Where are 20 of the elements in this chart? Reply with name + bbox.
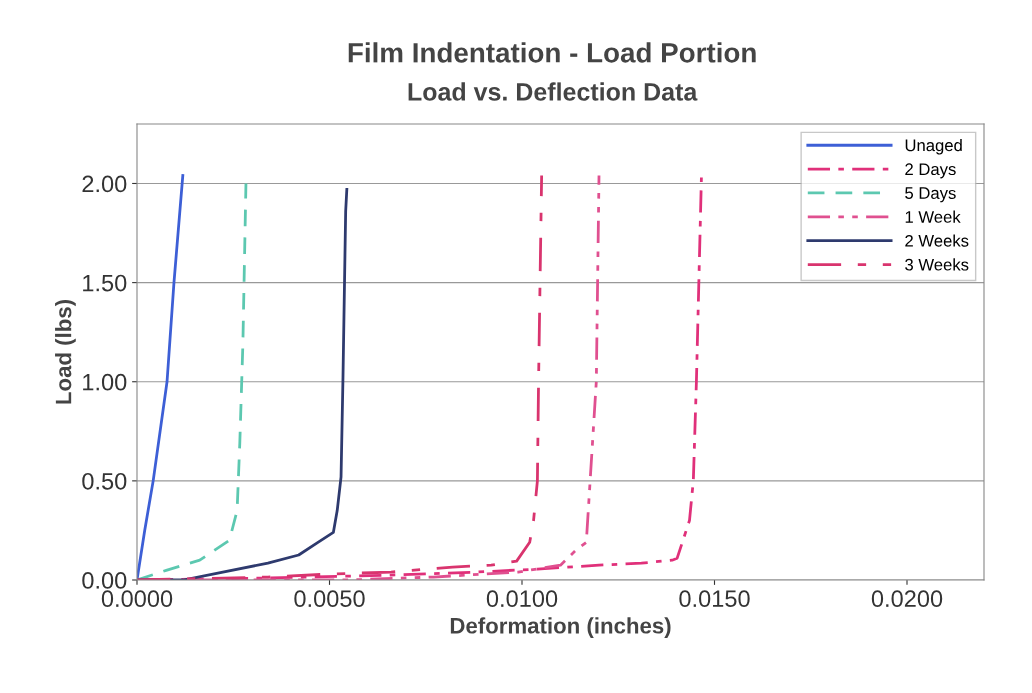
x-tick-label: 0.0050 — [294, 590, 365, 608]
legend-label: 2 Days — [905, 163, 956, 179]
x-tick-label: 0.0200 — [871, 590, 943, 608]
legend-label: Unaged — [905, 139, 962, 155]
y-tick-label: 2.00 — [82, 175, 127, 193]
x-tick-label: 0.0100 — [486, 590, 558, 608]
legend-label: 5 Days — [905, 187, 956, 203]
y-tick-label: 0.00 — [82, 572, 127, 589]
y-tick-label: 1.50 — [83, 274, 127, 292]
y-tick-label: 0.50 — [82, 472, 127, 490]
chart-subtitle: Load vs. Deflection Data — [408, 82, 698, 101]
x-axis-title: Deformation (inches) — [450, 617, 671, 638]
x-tick-label: 0.0000 — [101, 590, 173, 608]
legend-label: 1 Week — [905, 210, 961, 223]
y-tick-label: 1.00 — [83, 373, 127, 391]
legend-label: 2 Weeks — [905, 234, 969, 247]
y-axis-title: Load (lbs) — [55, 300, 76, 404]
chart-title: Film Indentation - Load Portion — [348, 42, 756, 63]
x-tick-label: 0.0150 — [679, 590, 750, 608]
legend-label: 3 Weeks — [905, 258, 969, 271]
